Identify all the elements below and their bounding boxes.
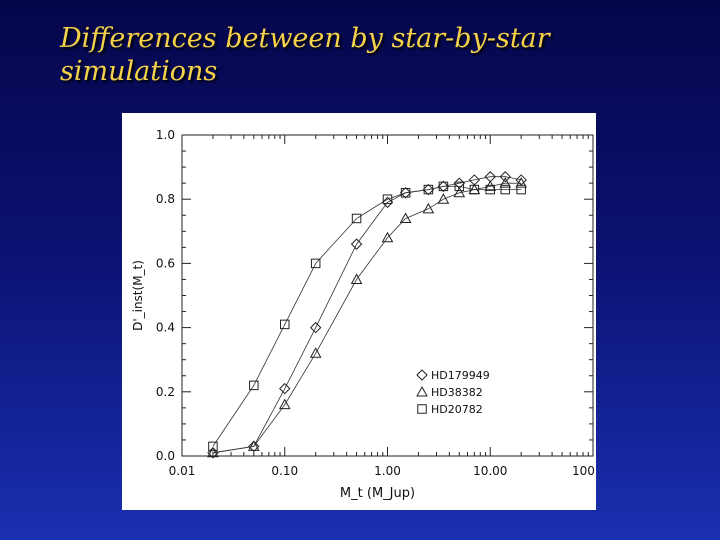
data-point-HD179949 xyxy=(437,180,450,193)
data-point-HD38382 xyxy=(247,440,260,451)
data-point-HD38382 xyxy=(484,180,497,191)
data-point-HD179949 xyxy=(309,321,322,334)
legend-label: HD38382 xyxy=(431,386,483,399)
slide-title: Differences between by star-by-star simu… xyxy=(60,23,550,87)
data-point-HD20782 xyxy=(400,188,411,198)
data-point-HD38382 xyxy=(350,273,363,284)
y-tick-label: 0.4 xyxy=(156,321,175,335)
x-tick-label: 100.00 xyxy=(572,464,596,478)
data-point-HD179949 xyxy=(207,447,219,459)
data-point-HD38382 xyxy=(381,231,394,243)
legend-marker-HD179949 xyxy=(416,369,428,381)
data-point-HD179949 xyxy=(248,440,260,453)
data-point-HD20782 xyxy=(469,184,480,195)
data-point-HD179949 xyxy=(381,196,394,209)
data-point-HD38382 xyxy=(422,202,435,214)
chart-panel: 0.01 0.10 1.00 10.00 100.00 0.0 0.2 0.4 0.6 0.8 1.… xyxy=(122,113,614,510)
series-line-HD20782 xyxy=(212,186,522,447)
plot-frame xyxy=(181,134,594,457)
y-tick-label: 0.8 xyxy=(156,192,175,206)
data-point-HD179949 xyxy=(422,183,435,196)
data-point-HD38382 xyxy=(399,212,412,223)
data-point-HD20782 xyxy=(249,380,259,391)
data-point-HD20782 xyxy=(208,441,218,452)
legend-label: HD20782 xyxy=(431,403,483,416)
data-point-HD38382 xyxy=(309,347,322,358)
y-tick-label: 1.0 xyxy=(156,128,175,142)
data-point-HD20782 xyxy=(516,184,526,195)
legend-marker-HD20782 xyxy=(417,404,427,414)
data-point-HD20782 xyxy=(280,319,290,330)
x-tick-label: 0.10 xyxy=(271,464,298,478)
data-point-HD179949 xyxy=(499,171,511,183)
data-point-HD38382 xyxy=(207,446,219,458)
y-tick-label: 0.0 xyxy=(156,449,175,463)
x-tick-label: 0.01 xyxy=(169,464,196,478)
x-tick-label: 1.00 xyxy=(374,464,401,478)
data-point-HD20782 xyxy=(382,194,393,204)
data-point-HD38382 xyxy=(437,193,450,204)
y-tick-label: 0.6 xyxy=(156,256,175,270)
data-point-HD179949 xyxy=(399,187,412,199)
data-point-HD38382 xyxy=(278,398,291,410)
data-point-HD179949 xyxy=(279,382,291,395)
y-axis-label: D'_inst(M_t) xyxy=(131,260,145,331)
data-point-HD20782 xyxy=(351,213,362,224)
x-tick-label: 10.00 xyxy=(473,464,507,478)
chart-svg: 0.01 0.10 1.00 10.00 100.00 0.0 0.2 0.4 0.6 0.8 1.… xyxy=(131,128,614,501)
legend-label: HD179949 xyxy=(431,369,490,382)
data-point-HD179949 xyxy=(350,238,363,250)
data-point-HD20782 xyxy=(485,184,495,195)
data-point-HD38382 xyxy=(515,177,528,188)
data-point-HD38382 xyxy=(499,177,512,188)
legend-marker-HD38382 xyxy=(416,385,428,397)
data-point-HD20782 xyxy=(454,181,465,192)
data-point-HD20782 xyxy=(438,181,449,192)
data-point-HD20782 xyxy=(500,184,511,195)
data-point-HD20782 xyxy=(423,184,434,195)
x-axis-label: M_t (M_Jup) xyxy=(340,486,415,501)
y-tick-label: 0.2 xyxy=(156,385,175,399)
data-point-HD20782 xyxy=(310,258,321,269)
data-point-HD38382 xyxy=(453,186,466,198)
